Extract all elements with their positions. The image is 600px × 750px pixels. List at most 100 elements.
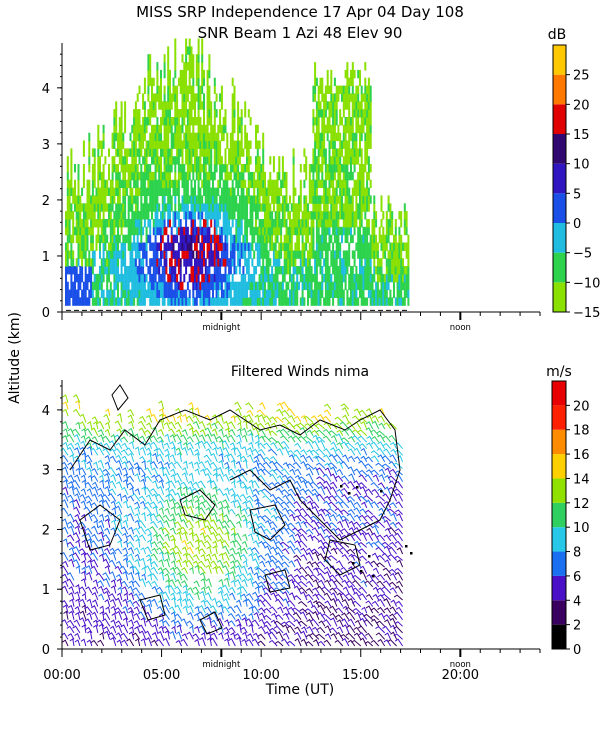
snr-cell xyxy=(106,258,109,267)
snr-cell xyxy=(269,281,272,291)
snr-cell xyxy=(176,211,179,220)
snr-cell xyxy=(238,148,241,157)
wind-barb xyxy=(289,468,296,476)
snr-cell xyxy=(68,234,71,244)
snr-cell xyxy=(269,211,272,220)
snr-cell xyxy=(281,289,284,298)
wind-barb xyxy=(151,560,159,568)
wind-barb xyxy=(140,617,147,627)
snr-cell xyxy=(267,203,270,212)
snr-cell xyxy=(113,242,116,251)
snr-cell xyxy=(79,226,82,236)
snr-cell xyxy=(86,273,89,283)
snr-cell xyxy=(113,234,116,244)
wind-barb xyxy=(176,527,182,535)
wind-barb xyxy=(128,467,135,476)
snr-colorbar-tick-label: 0 xyxy=(573,217,581,232)
snr-cell xyxy=(324,101,327,110)
snr-cell xyxy=(346,93,349,102)
snr-cell xyxy=(285,289,288,298)
snr-cell xyxy=(100,148,103,157)
wind-barb xyxy=(226,519,236,528)
snr-cell xyxy=(276,203,279,212)
snr-cell xyxy=(373,211,376,220)
snr-cell xyxy=(255,297,257,306)
snr-cell xyxy=(314,195,317,204)
wind-barb xyxy=(304,573,314,581)
snr-cell xyxy=(174,258,177,267)
snr-cell xyxy=(106,297,109,306)
snr-cell xyxy=(188,171,191,181)
wind-barb xyxy=(306,429,314,436)
snr-cell xyxy=(151,242,153,251)
wind-barb xyxy=(211,422,218,430)
snr-cell xyxy=(192,226,195,236)
snr-cell xyxy=(237,179,240,189)
snr-cell xyxy=(256,297,259,306)
snr-cell xyxy=(332,164,335,173)
wind-barb xyxy=(165,487,170,495)
snr-cell xyxy=(177,195,180,204)
snr-cell xyxy=(174,117,177,126)
wind-barb xyxy=(96,619,105,627)
snr-cell xyxy=(274,211,277,220)
snr-cell xyxy=(106,234,109,244)
snr-cell xyxy=(151,109,153,118)
snr-cell xyxy=(97,203,100,212)
snr-cell xyxy=(244,297,247,306)
snr-cell xyxy=(192,281,195,291)
wind-barb xyxy=(235,613,242,620)
snr-cell xyxy=(82,234,85,244)
snr-cell xyxy=(391,250,394,259)
wind-barb xyxy=(263,442,272,450)
wind-barb xyxy=(62,604,69,614)
snr-cell xyxy=(222,226,225,236)
snr-cell xyxy=(255,179,257,189)
wind-barb xyxy=(141,460,147,469)
snr-cell xyxy=(133,195,136,204)
snr-cell xyxy=(298,195,300,204)
snr-cell xyxy=(251,211,254,220)
wind-barb xyxy=(179,526,188,535)
snr-cell xyxy=(199,124,202,134)
snr-cell xyxy=(174,273,177,283)
snr-cell xyxy=(158,258,161,267)
snr-cell xyxy=(222,258,225,267)
wind-barb xyxy=(247,633,254,640)
snr-cell xyxy=(314,148,317,157)
snr-cell xyxy=(222,124,225,134)
snr-cell xyxy=(308,242,311,251)
wind-barb xyxy=(104,514,111,522)
snr-cell xyxy=(201,289,204,298)
snr-cell xyxy=(90,203,93,212)
snr-cell xyxy=(280,179,283,189)
snr-cell xyxy=(391,258,394,267)
wind-barb xyxy=(75,399,81,410)
snr-cell xyxy=(143,85,146,94)
snr-cell xyxy=(194,234,196,244)
snr-cell xyxy=(307,211,309,220)
snr-cell xyxy=(167,171,170,181)
snr-cell xyxy=(165,117,168,126)
wind-barb xyxy=(169,566,176,574)
snr-cell xyxy=(65,266,67,275)
snr-cell xyxy=(278,266,281,275)
snr-cell xyxy=(183,117,186,126)
wind-barb xyxy=(99,632,105,640)
snr-cell xyxy=(176,109,179,118)
wind-barb xyxy=(80,638,87,647)
snr-cell xyxy=(378,289,381,298)
snr-colorbar-tick-label: −15 xyxy=(573,306,600,321)
snr-cell xyxy=(79,242,82,251)
wind-barb xyxy=(217,590,224,601)
snr-cell xyxy=(102,179,105,189)
snr-cell xyxy=(355,85,358,94)
snr-cell xyxy=(355,195,358,204)
snr-cell xyxy=(158,289,161,298)
snr-cell xyxy=(195,203,198,212)
snr-cell xyxy=(142,117,145,126)
wind-barb xyxy=(61,526,69,535)
snr-cell xyxy=(224,148,227,157)
snr-cell xyxy=(229,289,232,298)
wind-barb xyxy=(280,440,290,449)
